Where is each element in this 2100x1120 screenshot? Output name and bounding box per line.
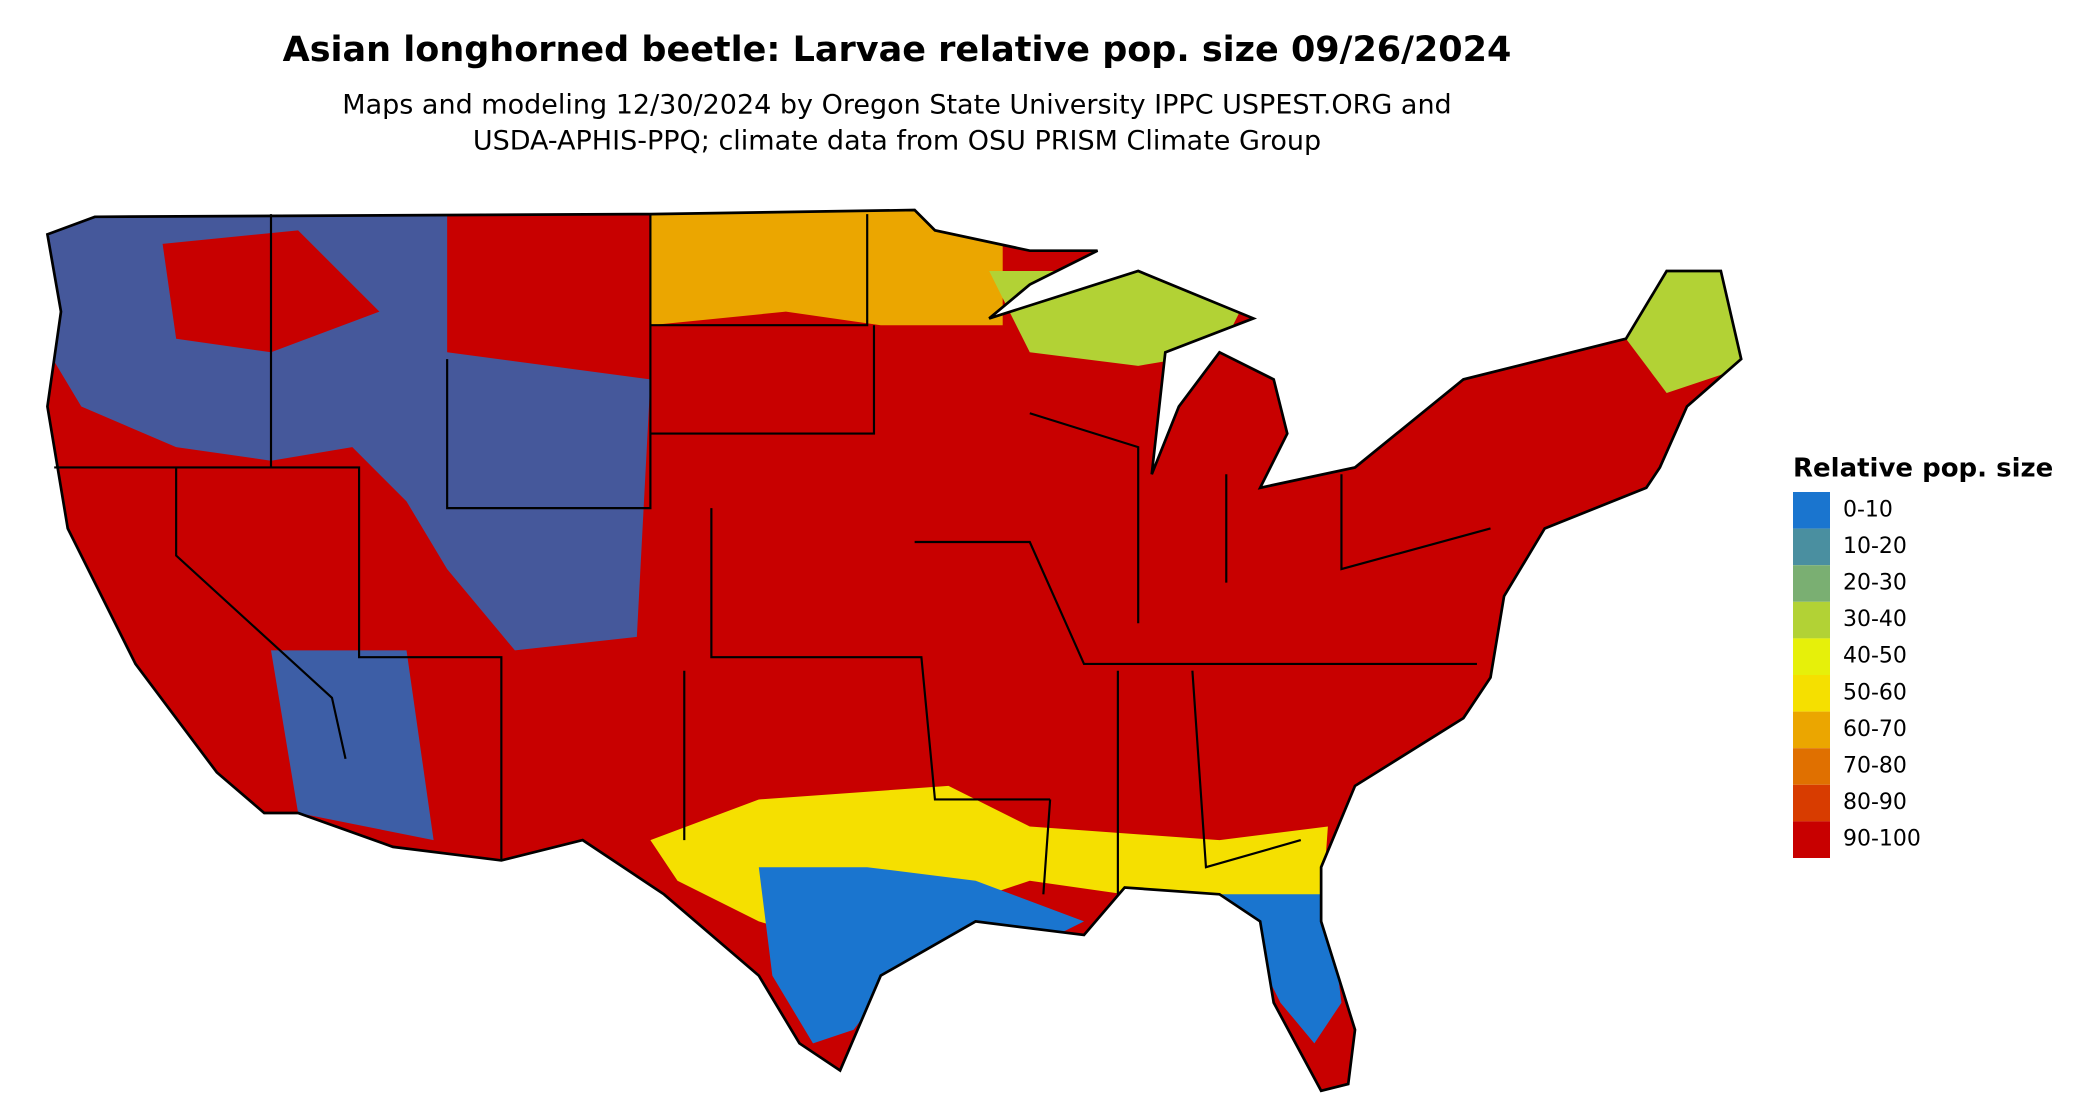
region-florida xyxy=(1219,894,1342,1044)
region-arizona xyxy=(271,650,434,841)
legend-label: 80-90 xyxy=(1843,790,1907,815)
legend-swatch xyxy=(1793,601,1830,639)
legend-swatch xyxy=(1793,711,1830,749)
state-lines xyxy=(54,214,1491,895)
legend-label: 20-30 xyxy=(1843,571,1907,596)
subtitle: USDA-APHIS-PPQ; climate data from OSU PR… xyxy=(473,126,1321,157)
title: Asian longhorned beetle: Larvae relative… xyxy=(283,30,1512,70)
legend-swatch xyxy=(1793,638,1830,675)
legend-label: 50-60 xyxy=(1843,680,1907,705)
legend-label: 90-100 xyxy=(1843,827,1921,852)
legend-label: 0-10 xyxy=(1843,497,1893,522)
map-fill xyxy=(47,210,1742,1091)
legend-swatch xyxy=(1793,748,1830,785)
us-map xyxy=(45,208,1743,1093)
legend-swatch xyxy=(1793,821,1830,858)
legend-label: 30-40 xyxy=(1843,607,1907,632)
legend-label: 70-80 xyxy=(1843,754,1907,779)
legend-swatch xyxy=(1793,565,1830,602)
legend: 0-10 10-20 20-30 30-40 40-50 50-60 60-70 70-80 8… xyxy=(1793,492,1921,858)
legend-label: 60-70 xyxy=(1843,717,1907,742)
legend-swatch xyxy=(1793,784,1830,822)
subtitle: Maps and modeling 12/30/2024 by Oregon S… xyxy=(342,90,1451,121)
us-outline xyxy=(45,208,1743,1093)
region-north xyxy=(650,210,1003,326)
legend-swatch xyxy=(1793,528,1830,566)
legend-label: 10-20 xyxy=(1843,534,1907,559)
legend-swatch xyxy=(1793,675,1830,712)
region-maine xyxy=(1626,257,1742,393)
legend-label: 40-50 xyxy=(1843,644,1907,669)
legend-title: Relative pop. size xyxy=(1793,454,2053,484)
legend-swatch xyxy=(1793,492,1830,529)
